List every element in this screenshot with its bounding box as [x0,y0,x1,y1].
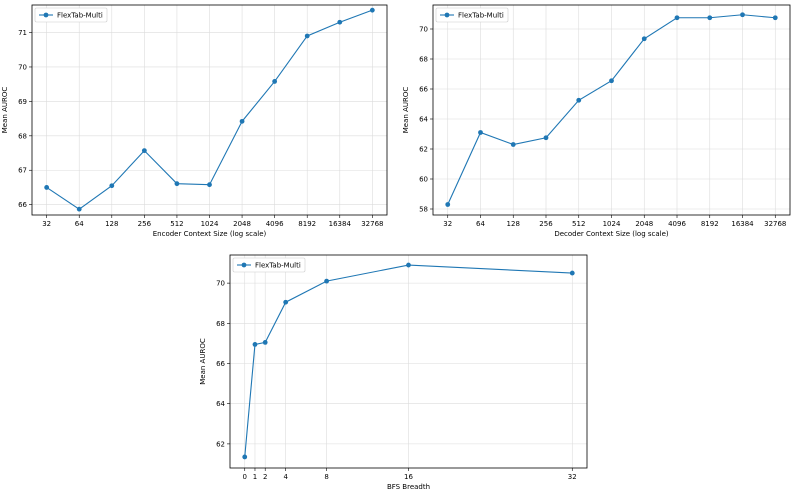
data-point [272,79,278,84]
y-axis-label: Mean AUROC [402,87,410,134]
y-tick-label: 71 [18,29,27,37]
y-tick-label: 67 [18,167,27,175]
data-point [369,7,375,13]
data-point [707,15,713,21]
x-tick-label: 1 [253,473,257,481]
data-point [76,206,82,212]
data-point [304,33,310,39]
data-point [239,118,245,124]
data-point [283,299,289,305]
data-point [740,12,745,18]
x-tick-label: 4 [283,473,288,481]
x-tick-label: 512 [572,220,585,228]
legend-marker [241,262,247,268]
data-point [141,148,147,154]
legend: FlexTab-Multi [435,7,509,23]
x-tick-label: 0 [243,473,247,481]
x-tick-label: 16384 [329,220,352,228]
legend-label: FlexTab-Multi [57,12,103,20]
data-point [242,454,248,460]
x-tick-label: 4096 [266,220,284,228]
data-point [262,340,268,345]
y-axis-label: Mean AUROC [1,87,9,134]
x-tick-label: 32 [568,473,577,481]
legend: FlexTab-Multi [232,257,306,273]
data-point [44,185,50,190]
legend-frame [232,257,306,273]
data-point [609,78,614,84]
y-tick-label: 68 [419,56,428,64]
x-tick-label: 1024 [201,220,219,228]
data-point [674,15,680,21]
x-tick-label: 2048 [635,220,653,228]
x-tick-label: 8192 [701,220,719,228]
y-axis-label: Mean AUROC [199,338,207,385]
y-tick-label: 70 [419,26,428,34]
y-tick-label: 70 [18,63,27,71]
data-point [543,135,549,141]
data-point [445,202,451,207]
y-tick-label: 70 [216,280,225,288]
x-tick-label: 16384 [731,220,754,228]
x-tick-label: 128 [507,220,520,228]
data-point [337,19,343,25]
data-point [324,278,330,284]
x-tick-label: 128 [105,220,118,228]
data-point [641,36,647,42]
x-tick-label: 2048 [233,220,251,228]
x-axis-label: Encoder Context Size (log scale) [153,230,267,238]
data-point [576,97,582,103]
x-tick-label: 32768 [764,220,786,228]
y-tick-label: 58 [419,206,428,214]
x-tick-label: 32768 [361,220,383,228]
legend-marker [444,12,450,18]
x-tick-label: 32 [42,220,51,228]
x-tick-label: 64 [75,220,84,228]
y-tick-label: 66 [216,360,225,368]
data-point [478,130,483,135]
data-point [569,270,575,276]
y-tick-label: 62 [419,146,428,154]
legend-frame [34,7,108,23]
y-tick-label: 66 [18,201,27,209]
data-point [174,181,180,187]
data-point [109,183,115,189]
x-tick-label: 1024 [603,220,621,228]
x-tick-label: 16 [404,473,413,481]
x-tick-label: 64 [476,220,485,228]
x-tick-label: 8 [324,473,328,481]
legend-marker [43,12,49,18]
data-point [772,15,778,21]
y-tick-label: 68 [216,320,225,328]
x-tick-label: 4096 [668,220,686,228]
y-tick-label: 60 [419,176,428,184]
x-tick-label: 256 [138,220,152,228]
legend-frame [435,7,509,23]
legend-label: FlexTab-Multi [458,12,504,20]
x-axis-label: Decoder Context Size (log scale) [554,230,669,238]
data-point [510,142,516,147]
encoder-context-chart: 32 64 128 256 512 1024 2048 4096 8192 16384 32768 6… [1,4,388,238]
y-tick-label: 68 [18,132,27,140]
x-tick-label: 8192 [298,220,316,228]
x-tick-label: 32 [443,220,452,228]
y-tick-label: 66 [419,86,428,94]
x-tick-label: 2 [263,473,267,481]
y-tick-label: 64 [216,400,225,408]
decoder-context-chart: 32 64 128 256 512 1024 2048 4096 8192 16384 32768 5… [402,4,791,238]
x-axis-label: BFS Breadth [387,483,430,491]
y-tick-label: 64 [419,116,428,124]
y-tick-label: 62 [216,440,225,448]
legend-label: FlexTab-Multi [255,262,301,270]
data-point [406,262,411,268]
x-tick-label: 256 [539,220,553,228]
x-tick-label: 512 [170,220,183,228]
data-point [252,342,258,347]
y-tick-label: 69 [18,98,27,106]
data-point [207,182,212,188]
bfs-breadth-chart: 0 1 2 4 8 16 32 62 64 66 68 70 BFS Breadth Mean AUROC… [199,254,588,491]
legend: FlexTab-Multi [34,7,108,23]
